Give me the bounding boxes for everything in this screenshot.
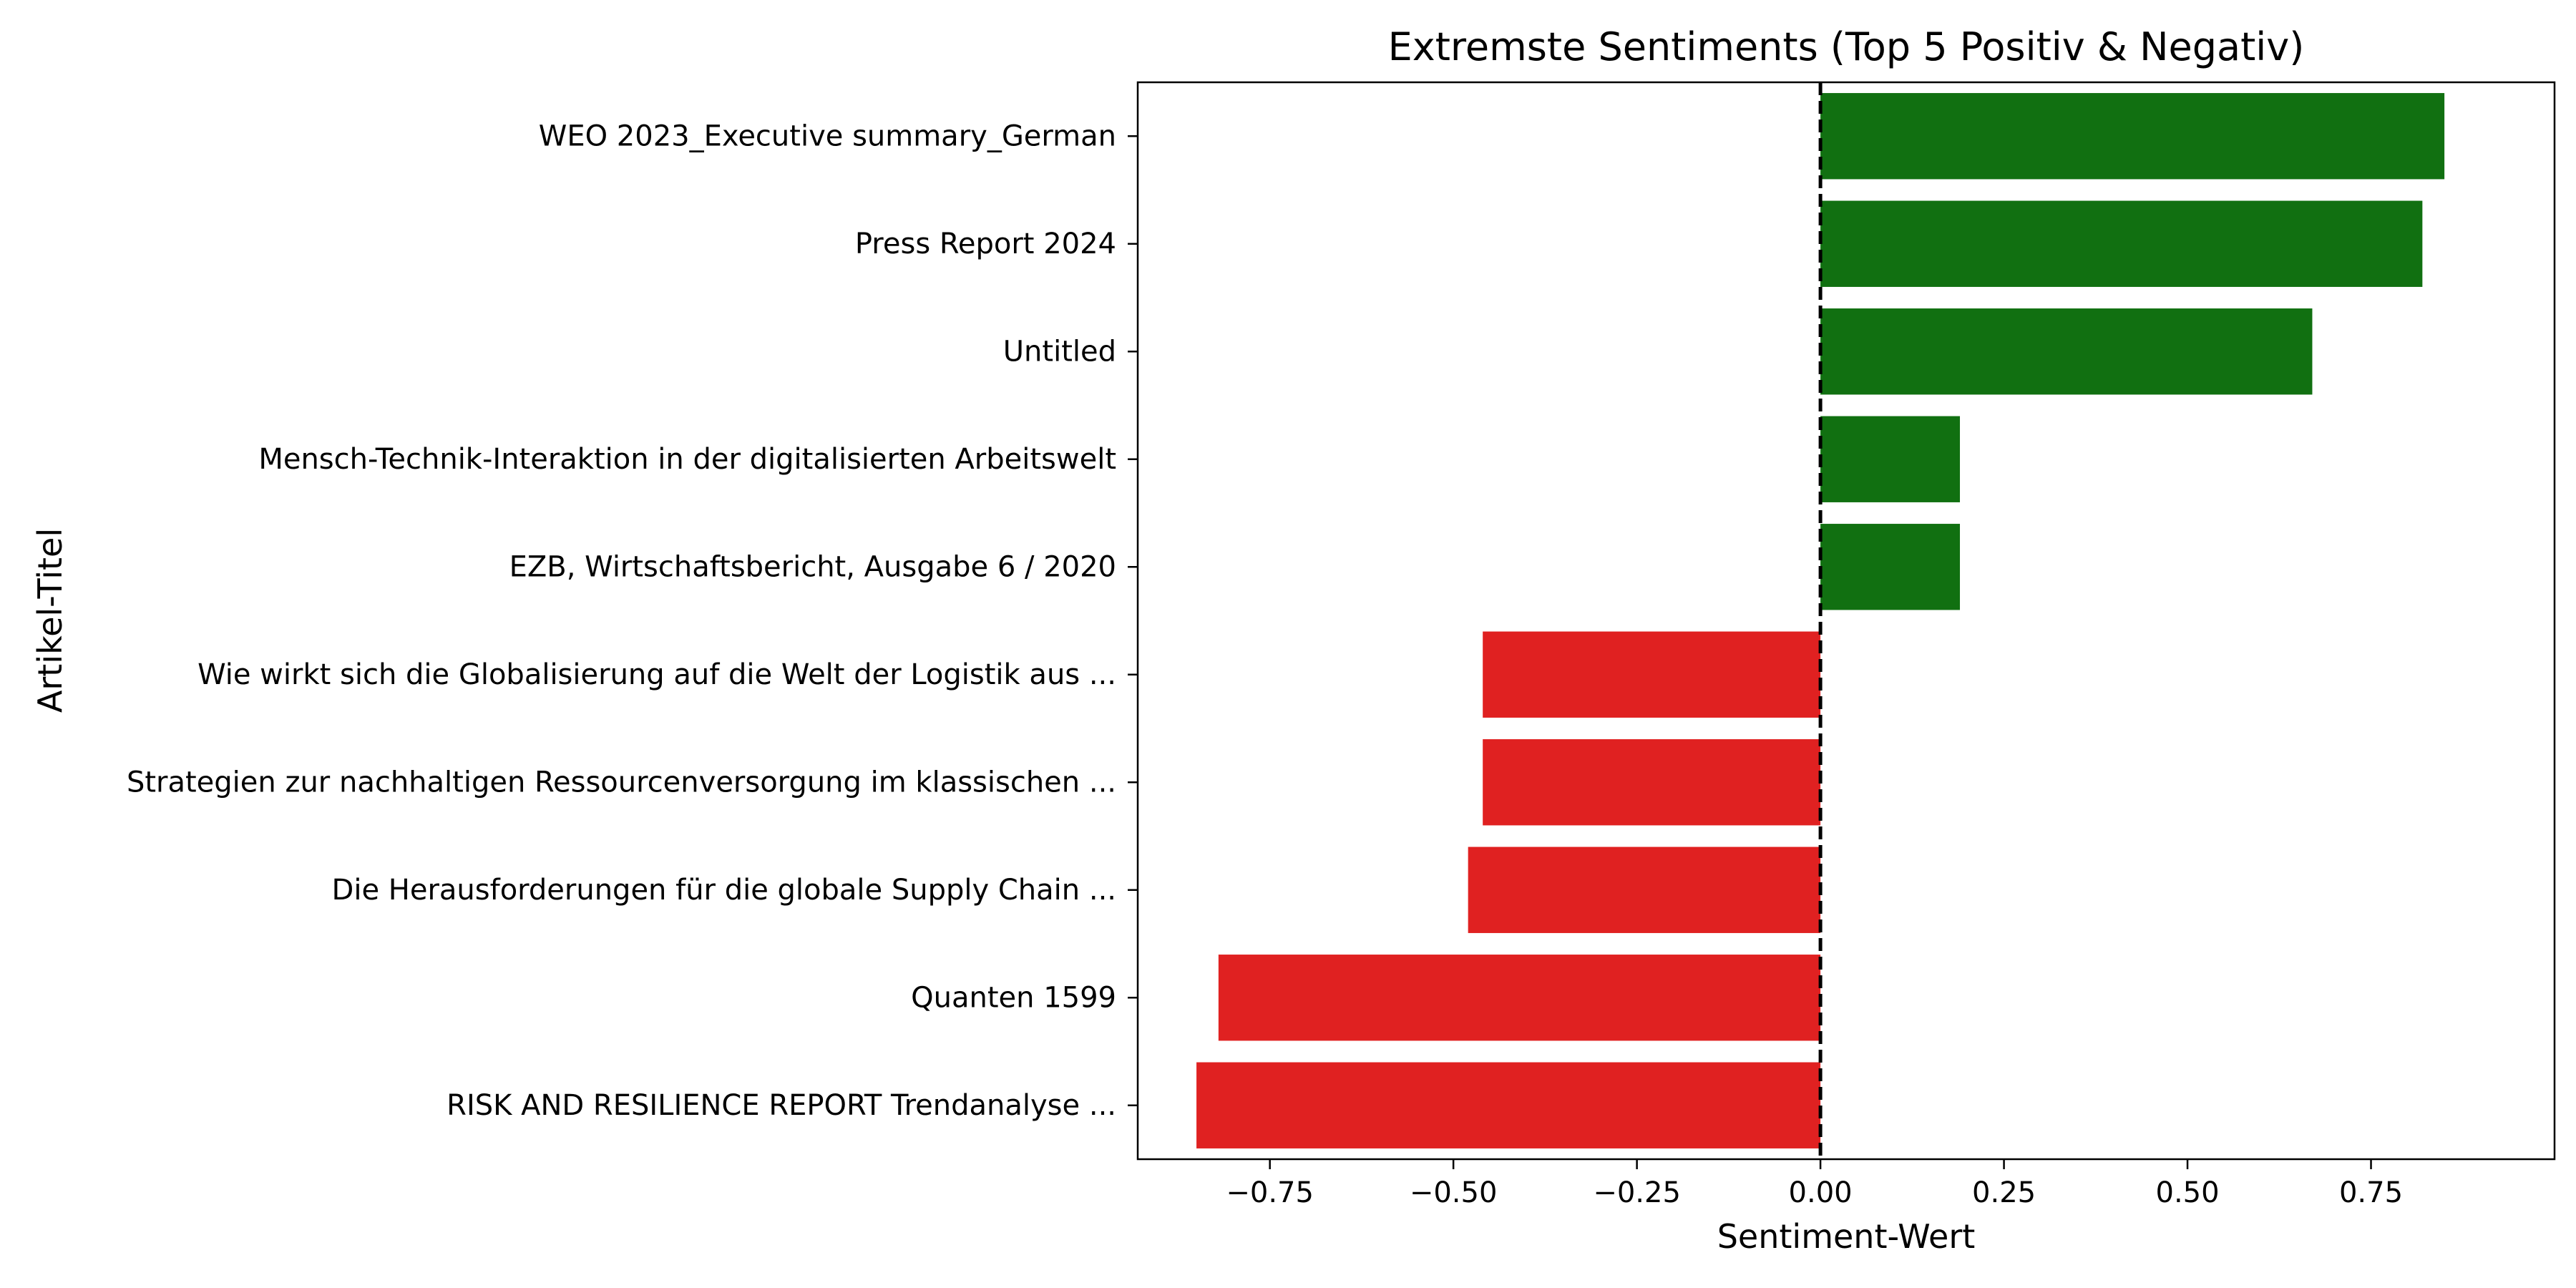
bars-group bbox=[1196, 93, 2445, 1148]
x-tick-label: 0.25 bbox=[1972, 1176, 2036, 1209]
bar bbox=[1483, 739, 1821, 826]
y-axis: WEO 2023_Executive summary_German Press R… bbox=[127, 119, 1138, 1122]
x-axis: −0.75 −0.50 −0.25 0.00 0.25 0.50 0.75 bbox=[1226, 1159, 2403, 1209]
y-tick-label: EZB, Wirtschaftsbericht, Ausgabe 6 / 202… bbox=[509, 550, 1116, 583]
bar bbox=[1820, 308, 2313, 395]
bar bbox=[1196, 1062, 1821, 1148]
y-axis-label: Artikel-Titel bbox=[31, 528, 69, 713]
y-tick-label: Strategien zur nachhaltigen Ressourcenve… bbox=[127, 766, 1116, 799]
bar bbox=[1820, 200, 2423, 287]
x-tick-label: −0.25 bbox=[1593, 1176, 1681, 1209]
x-axis-label: Sentiment-Wert bbox=[1717, 1217, 1976, 1256]
bar bbox=[1820, 524, 1961, 610]
y-tick-label: Wie wirkt sich die Globalisierung auf di… bbox=[197, 658, 1116, 691]
x-tick-label: 0.00 bbox=[1789, 1176, 1853, 1209]
y-tick-label: WEO 2023_Executive summary_German bbox=[539, 119, 1116, 152]
plot-frame bbox=[1136, 81, 2556, 1161]
bar bbox=[1820, 93, 2445, 180]
y-tick-label: RISK AND RESILIENCE REPORT Trendanalyse … bbox=[447, 1089, 1116, 1122]
x-tick-label: 0.75 bbox=[2339, 1176, 2403, 1209]
bar bbox=[1820, 416, 1961, 502]
chart-title: Extremste Sentiments (Top 5 Positiv & Ne… bbox=[1388, 24, 2305, 69]
x-tick-label: 0.50 bbox=[2156, 1176, 2220, 1209]
bar bbox=[1468, 847, 1821, 933]
y-tick-label: Quanten 1599 bbox=[911, 981, 1116, 1014]
y-tick-label: Mensch-Technik-Interaktion in der digita… bbox=[258, 443, 1116, 476]
x-tick-label: −0.75 bbox=[1226, 1176, 1314, 1209]
x-tick-label: −0.50 bbox=[1410, 1176, 1498, 1209]
y-tick-label: Untitled bbox=[1003, 335, 1116, 368]
y-tick-label: Press Report 2024 bbox=[855, 228, 1116, 260]
bar bbox=[1218, 955, 1821, 1041]
y-tick-label: Die Herausforderungen für die globale Su… bbox=[332, 874, 1116, 907]
bar bbox=[1483, 631, 1821, 718]
